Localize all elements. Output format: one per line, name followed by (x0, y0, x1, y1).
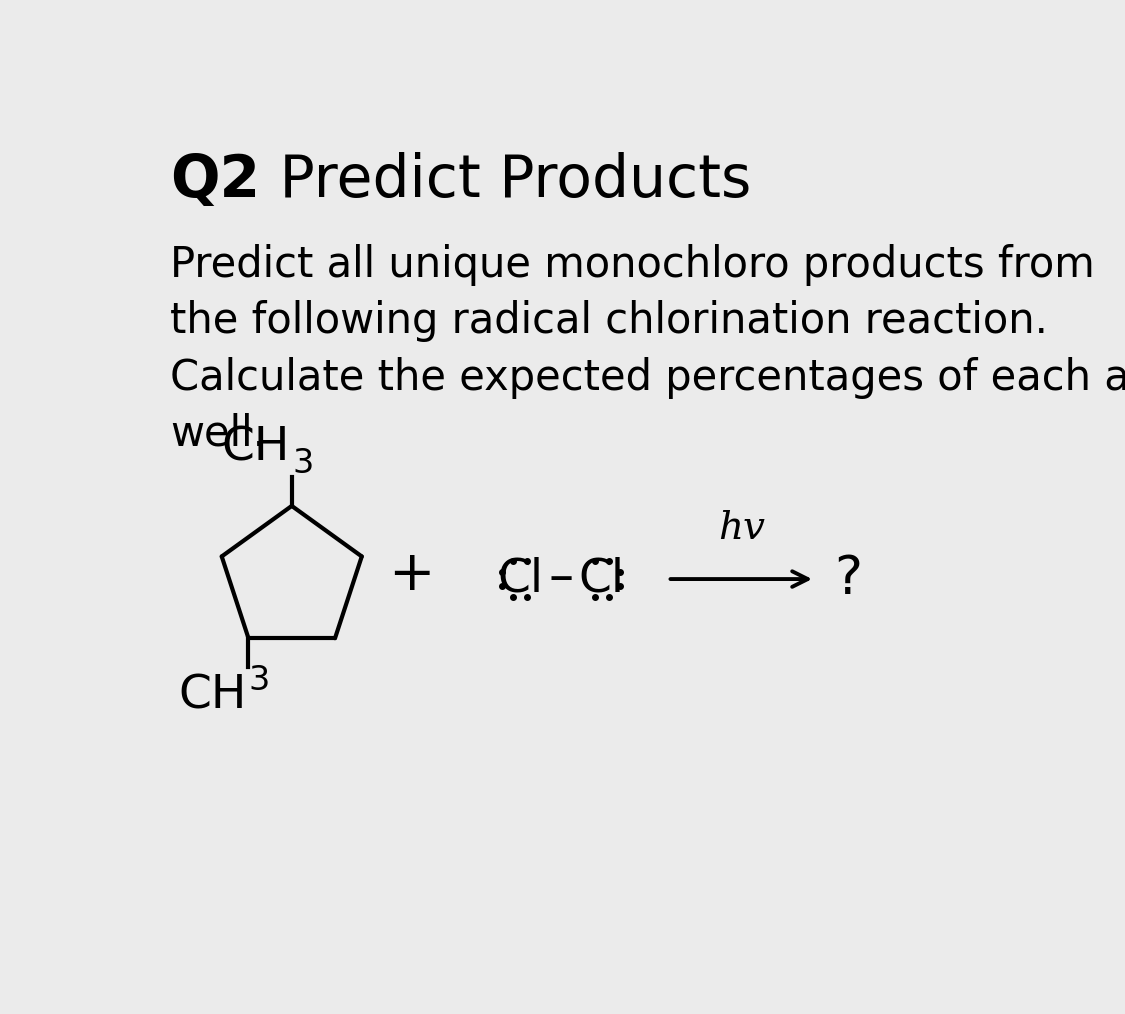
Text: +: + (388, 549, 435, 602)
Text: the following radical chlorination reaction.: the following radical chlorination react… (170, 300, 1048, 343)
Text: 3: 3 (249, 664, 270, 698)
Text: 3: 3 (292, 447, 314, 480)
Text: Cl: Cl (497, 557, 543, 601)
Text: Predict Products: Predict Products (261, 152, 752, 209)
Text: Cl: Cl (578, 557, 624, 601)
Text: Calculate the expected percentages of each as: Calculate the expected percentages of ea… (170, 357, 1125, 399)
Text: –: – (549, 554, 574, 601)
Text: ?: ? (835, 553, 862, 605)
Text: Predict all unique monochloro products from: Predict all unique monochloro products f… (170, 244, 1095, 286)
Text: Q2: Q2 (170, 152, 260, 209)
Text: well.: well. (170, 413, 266, 454)
Text: CH: CH (179, 673, 246, 719)
Text: CH: CH (222, 426, 290, 470)
Text: hv: hv (718, 510, 765, 547)
